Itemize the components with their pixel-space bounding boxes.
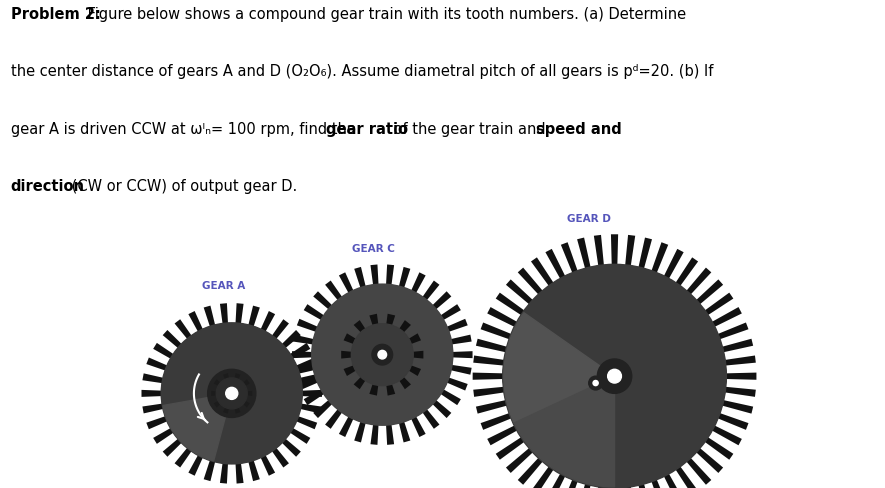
Text: (CW or CCW) of output gear D.: (CW or CCW) of output gear D.: [67, 179, 297, 194]
Circle shape: [503, 264, 727, 488]
Text: O₆: O₆: [623, 376, 644, 394]
Wedge shape: [163, 393, 232, 461]
Text: ωA: ωA: [186, 401, 209, 416]
Polygon shape: [212, 373, 252, 414]
Circle shape: [589, 376, 603, 390]
Polygon shape: [342, 314, 423, 396]
Circle shape: [597, 359, 632, 393]
Circle shape: [161, 323, 303, 464]
Text: GEAR A: GEAR A: [202, 281, 245, 291]
Text: gear ratio: gear ratio: [326, 122, 408, 137]
Circle shape: [226, 387, 238, 399]
Text: gear A is driven CCW at ωᴵₙ= 100 rpm, find the: gear A is driven CCW at ωᴵₙ= 100 rpm, fi…: [11, 122, 360, 137]
Circle shape: [372, 345, 393, 365]
Circle shape: [593, 381, 598, 386]
Text: ANTI-CLOCKWISE: ANTI-CLOCKWISE: [196, 353, 267, 362]
Circle shape: [608, 369, 621, 383]
Circle shape: [358, 330, 406, 379]
Polygon shape: [142, 303, 322, 484]
Text: 25T: 25T: [373, 361, 392, 371]
Text: direction: direction: [11, 179, 85, 194]
Text: Figure below shows a compound gear train with its tooth numbers. (a) Determine: Figure below shows a compound gear train…: [83, 7, 686, 22]
Polygon shape: [473, 234, 757, 488]
Text: the center distance of gears A and D (O₂O₆). Assume diametral pitch of all gears: the center distance of gears A and D (O₂…: [11, 64, 713, 80]
Polygon shape: [292, 264, 473, 445]
Text: 100T: 100T: [216, 440, 248, 453]
Circle shape: [208, 369, 256, 417]
Circle shape: [226, 387, 238, 399]
Circle shape: [312, 284, 453, 425]
Text: GEAR C: GEAR C: [352, 244, 395, 254]
Text: of the gear train and: of the gear train and: [389, 122, 550, 137]
Ellipse shape: [228, 389, 232, 394]
Text: GEAR B: GEAR B: [368, 338, 396, 347]
Text: 50T: 50T: [370, 402, 395, 414]
Text: speed and: speed and: [536, 122, 622, 137]
Circle shape: [216, 378, 247, 409]
Ellipse shape: [611, 372, 615, 377]
Wedge shape: [514, 376, 614, 487]
Circle shape: [378, 350, 387, 359]
Text: O2: O2: [255, 382, 274, 396]
Wedge shape: [504, 313, 614, 423]
Text: 100 revs/min: 100 revs/min: [200, 425, 264, 434]
Text: Problem 2:: Problem 2:: [11, 7, 101, 22]
Text: 150T: 150T: [580, 323, 615, 335]
Text: GEAR D: GEAR D: [566, 214, 611, 224]
Circle shape: [351, 324, 413, 386]
Ellipse shape: [228, 389, 232, 394]
Ellipse shape: [380, 352, 382, 355]
